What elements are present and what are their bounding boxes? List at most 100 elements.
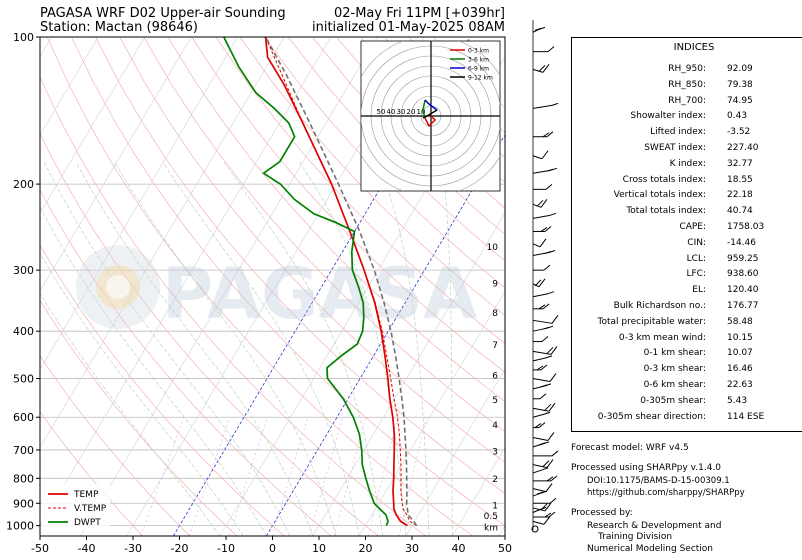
processed-by: Processed by: [571, 508, 633, 518]
moist-adiabat [43, 161, 290, 536]
index-label: CAPE: [679, 222, 706, 232]
index-label: RH_700: [668, 95, 706, 106]
index-row: 0-1 km shear: 10.07 [572, 348, 802, 362]
index-row: Total totals index: 40.74 [572, 206, 802, 220]
wind-barb [532, 467, 549, 474]
wind-barb [532, 502, 552, 512]
y-tick-label: 1000 [6, 520, 34, 533]
height-label: km [484, 524, 498, 534]
index-row: 0-305m shear: 5.43 [572, 396, 802, 410]
height-label: 10 [487, 243, 499, 253]
dry-adiabat [40, 411, 143, 536]
moist-adiabat [223, 161, 383, 536]
wind-barb [532, 212, 557, 219]
mixing-ratio-line [189, 417, 231, 536]
wind-barb [532, 64, 550, 73]
wind-barb [532, 411, 551, 418]
wind-barb [533, 511, 556, 518]
watermark-text: PAGASA [162, 253, 477, 335]
series-parcel-line [264, 37, 418, 527]
x-tick-label: -10 [217, 542, 235, 555]
index-row: RH_700: 74.95 [572, 96, 802, 110]
index-value: 120.40 [727, 285, 759, 296]
height-label: 5 [492, 396, 498, 406]
wind-barb [532, 26, 546, 33]
isotherm [405, 368, 505, 536]
index-value: 114 ESE [727, 411, 765, 422]
dry-adiabat [119, 37, 505, 463]
index-label: LFC: [686, 269, 706, 280]
isotherm [452, 446, 505, 536]
index-row: 0-3 km mean wind: 10.15 [572, 333, 802, 347]
wind-barb [532, 402, 556, 412]
wind-barb [532, 325, 554, 332]
y-tick-label: 600 [13, 411, 34, 424]
wind-barb [532, 167, 558, 174]
hodograph-segment [422, 99, 426, 119]
mixing-ratio-line [309, 417, 344, 536]
index-value: 938.60 [727, 269, 759, 280]
isotherm [40, 37, 192, 292]
wind-barb [532, 490, 548, 497]
wind-barb [532, 102, 559, 109]
hodograph-ring-label: 30 [397, 108, 406, 116]
wind-barb [532, 441, 550, 448]
wind-barb [533, 131, 554, 138]
series-temp-line [264, 37, 408, 527]
processed-using: Processed using SHARPpy v.1.4.0 [571, 463, 722, 473]
moist-adiabat [162, 161, 360, 536]
wind-barb [532, 507, 547, 513]
moist-adiabat [299, 161, 407, 536]
y-tick-label: 200 [13, 178, 34, 191]
y-tick-label: 700 [13, 444, 34, 457]
y-tick-label: 500 [13, 373, 34, 386]
isotherm [266, 134, 505, 536]
y-tick-label: 900 [13, 497, 34, 510]
wind-barb [532, 373, 557, 383]
isotherm [40, 37, 285, 449]
y-tick-label: 100 [13, 31, 34, 44]
y-tick-label: 300 [13, 264, 34, 277]
title-right-line-2: initialized 01-May-2025 08AM [311, 20, 505, 35]
index-value: -14.46 [727, 237, 757, 248]
isotherm [40, 37, 332, 527]
wind-barb [532, 315, 559, 324]
index-row: Bulk Richardson no.: 176.77 [572, 301, 802, 315]
index-row: Showalter index: 0.43 [572, 111, 802, 125]
index-row: Total precipitable water: 58.48 [572, 317, 802, 331]
mixing-ratio-line [140, 417, 185, 536]
wind-barb [532, 483, 553, 493]
index-row: RH_950: 92.09 [572, 64, 802, 78]
hodograph-legend-label: 9-12 km [468, 75, 493, 82]
indices-panel: INDICES RH_950: 92.09 RH_850: 79.38 RH_700: 7… [571, 37, 802, 432]
index-value: -3.52 [727, 127, 751, 138]
moist-adiabat [441, 161, 453, 536]
dry-adiabat [143, 37, 505, 432]
mixing-ratio-line [271, 417, 309, 536]
forecast-model: Forecast model: WRF v4.5 [571, 443, 689, 453]
index-row: Lifted index: -3.52 [572, 127, 802, 141]
height-label: 4 [492, 421, 498, 431]
wind-barb [532, 291, 555, 298]
index-label: 0-6 km shear: [643, 380, 706, 390]
dry-adiabat [40, 244, 285, 536]
index-label: Bulk Richardson no.: [613, 301, 706, 311]
calm-wind-circle [531, 525, 539, 533]
mixing-ratio-line [229, 417, 268, 536]
github-link[interactable]: https://github.com/sharppy/SHARPpy [587, 488, 745, 498]
hodograph-segment [424, 115, 437, 128]
legend-label: V.TEMP [74, 504, 107, 514]
index-row: 0-3 km shear: 16.46 [572, 364, 802, 378]
chart-legend: TEMP V.TEMP DWPT [42, 484, 110, 530]
isotherm [173, 37, 471, 536]
wind-barb [532, 432, 555, 441]
index-label: Vertical totals index: [613, 190, 706, 201]
height-label: 3 [492, 448, 498, 458]
wind-barb [532, 250, 556, 256]
mixing-ratio-line [398, 417, 427, 536]
wind-barb [533, 422, 546, 429]
wind-barbs [531, 20, 559, 533]
index-value: 74.95 [727, 95, 753, 106]
x-tick-label: -40 [78, 542, 96, 555]
